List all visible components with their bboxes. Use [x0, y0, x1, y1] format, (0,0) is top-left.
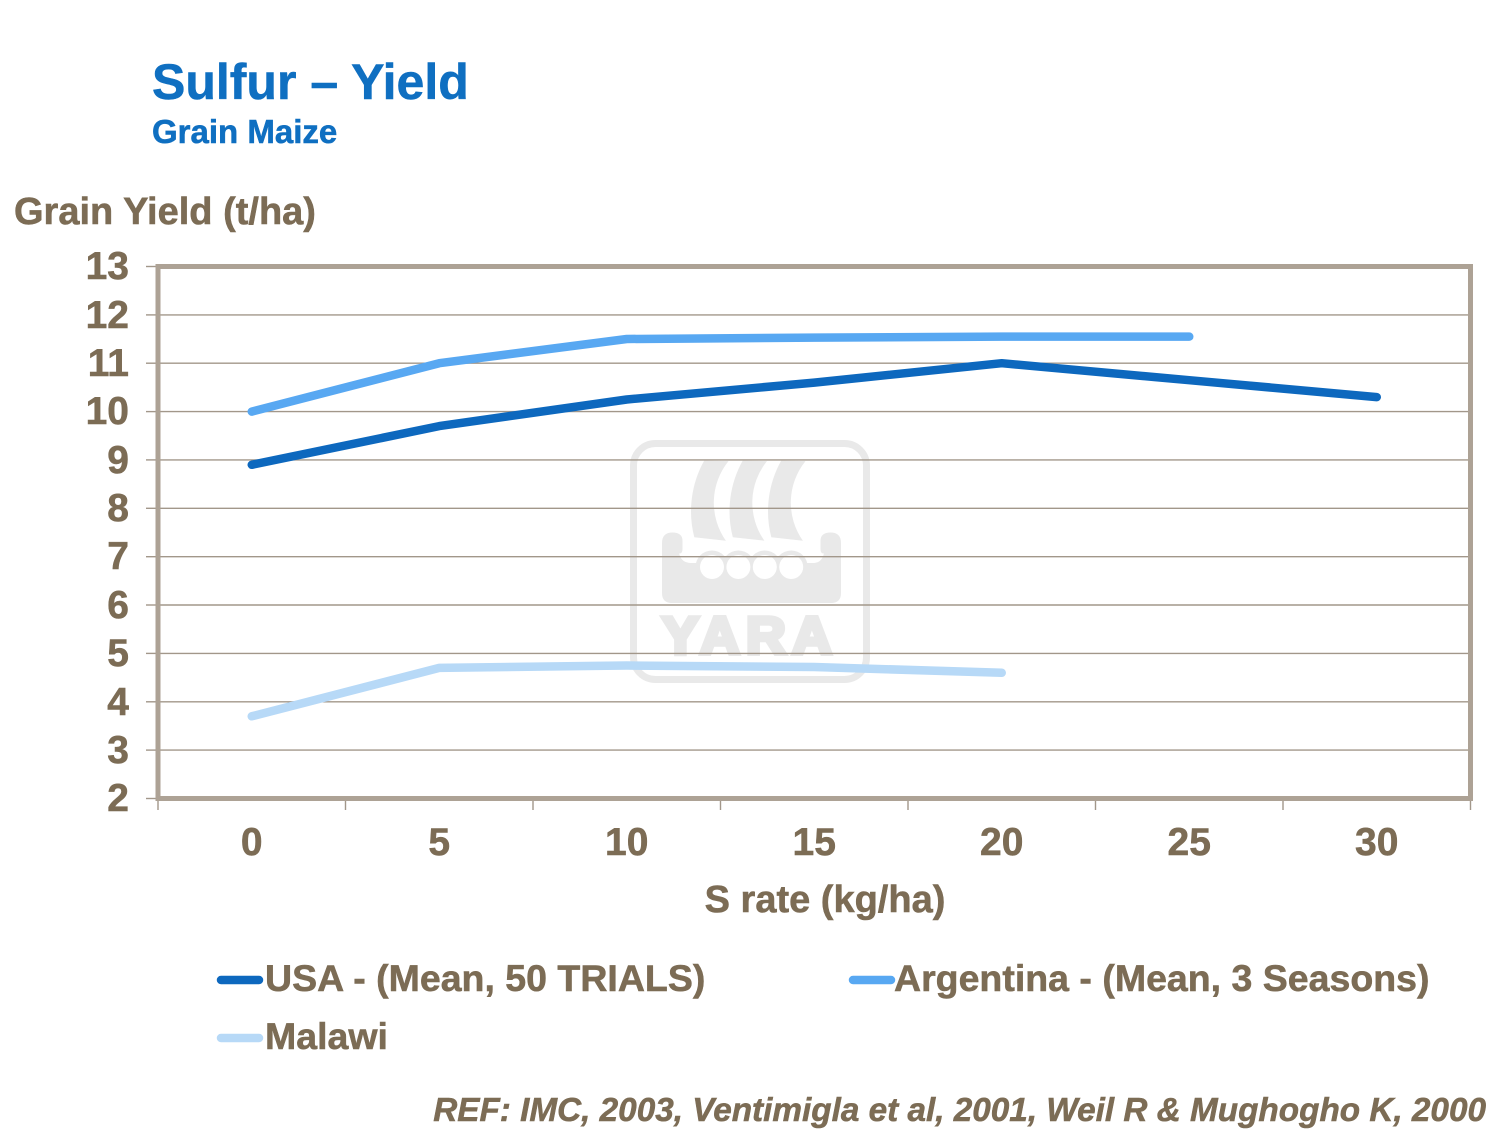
svg-text:YARA: YARA [662, 607, 838, 666]
